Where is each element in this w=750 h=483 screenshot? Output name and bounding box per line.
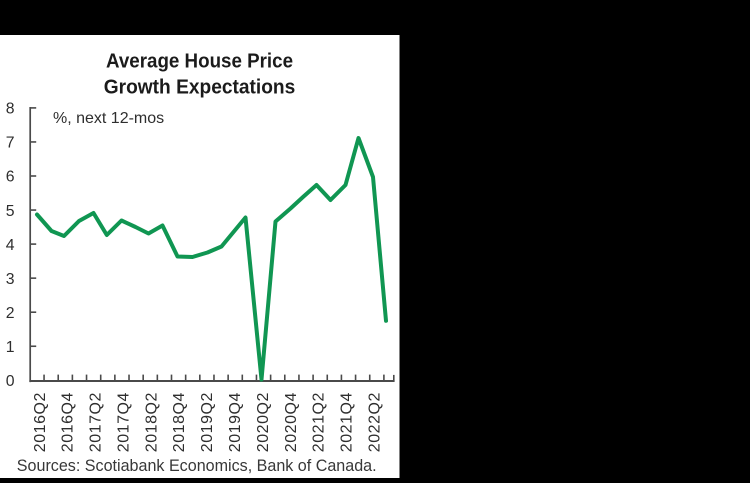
svg-text:Growth Expectations: Growth Expectations — [104, 76, 296, 99]
svg-text:Sources: Scotiabank Economics,: Sources: Scotiabank Economics, Bank of C… — [17, 457, 377, 475]
svg-text:2017Q4: 2017Q4 — [116, 392, 133, 452]
svg-text:0: 0 — [6, 373, 15, 390]
svg-text:2017Q2: 2017Q2 — [88, 392, 105, 452]
svg-text:Average House Price: Average House Price — [106, 49, 293, 72]
svg-text:2018Q4: 2018Q4 — [171, 392, 188, 452]
svg-text:2021Q4: 2021Q4 — [339, 392, 356, 452]
svg-text:2018Q2: 2018Q2 — [143, 392, 160, 452]
svg-text:4: 4 — [6, 237, 15, 254]
svg-text:2019Q2: 2019Q2 — [199, 392, 216, 452]
svg-text:7: 7 — [6, 135, 15, 152]
svg-text:2016Q4: 2016Q4 — [60, 392, 77, 452]
svg-text:2021Q2: 2021Q2 — [311, 392, 328, 452]
svg-text:2020Q2: 2020Q2 — [255, 392, 272, 452]
svg-text:3: 3 — [6, 271, 15, 288]
svg-text:2: 2 — [6, 305, 15, 322]
svg-text:6: 6 — [6, 169, 15, 186]
svg-text:8: 8 — [6, 101, 15, 118]
svg-text:5: 5 — [6, 203, 15, 220]
svg-text:1: 1 — [6, 339, 15, 356]
svg-text:2016Q2: 2016Q2 — [32, 392, 49, 452]
svg-text:2019Q4: 2019Q4 — [227, 392, 244, 452]
svg-text:2022Q2: 2022Q2 — [367, 392, 384, 452]
svg-text:2020Q4: 2020Q4 — [283, 392, 300, 452]
svg-text:%, next 12-mos: %, next 12-mos — [53, 110, 164, 127]
